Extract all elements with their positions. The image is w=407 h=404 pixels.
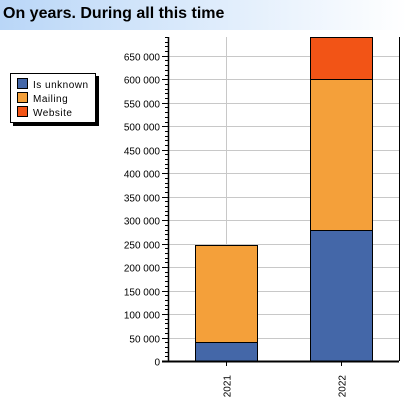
y-tick-label: 50 000 bbox=[129, 335, 160, 346]
y-tick-label: 600 000 bbox=[124, 76, 161, 87]
chart-title: On years. During all this time bbox=[3, 5, 225, 22]
y-tick-label: 250 000 bbox=[124, 241, 161, 252]
legend-label: Website bbox=[33, 108, 73, 119]
bar-segment-mailing-2021 bbox=[195, 245, 258, 343]
x-tick-label: 2022 bbox=[338, 375, 349, 398]
legend-swatch-website bbox=[17, 106, 28, 117]
x-tick-label: 2021 bbox=[223, 375, 234, 398]
chart-header: On years. During all this time bbox=[0, 0, 407, 30]
chart-legend: Is unknown Mailing Website bbox=[10, 73, 96, 123]
y-tick-label: 450 000 bbox=[124, 147, 161, 158]
y-tick-label: 0 bbox=[154, 358, 160, 369]
legend-label: Is unknown bbox=[33, 80, 89, 91]
y-tick-label: 650 000 bbox=[124, 53, 161, 64]
legend-label: Mailing bbox=[33, 94, 69, 105]
y-tick-label: 100 000 bbox=[124, 311, 161, 322]
y-tick-label: 550 000 bbox=[124, 100, 161, 111]
bar-segment-is-unknown-2021 bbox=[195, 342, 258, 362]
bar-segment-website-2022 bbox=[310, 37, 373, 80]
legend-item-mailing: Mailing bbox=[17, 92, 69, 105]
legend-item-website: Website bbox=[17, 106, 73, 119]
legend-swatch-mailing bbox=[17, 92, 28, 103]
y-tick-label: 400 000 bbox=[124, 170, 161, 181]
y-tick-label: 350 000 bbox=[124, 194, 161, 205]
y-tick-label: 150 000 bbox=[124, 288, 161, 299]
y-tick-label: 500 000 bbox=[124, 123, 161, 134]
legend-item-is-unknown: Is unknown bbox=[17, 78, 89, 91]
y-tick-label: 200 000 bbox=[124, 264, 161, 275]
y-tick-label: 300 000 bbox=[124, 217, 161, 228]
bar-segment-mailing-2022 bbox=[310, 79, 373, 231]
legend-swatch-is-unknown bbox=[17, 78, 28, 89]
bar-segment-is-unknown-2022 bbox=[310, 230, 373, 362]
